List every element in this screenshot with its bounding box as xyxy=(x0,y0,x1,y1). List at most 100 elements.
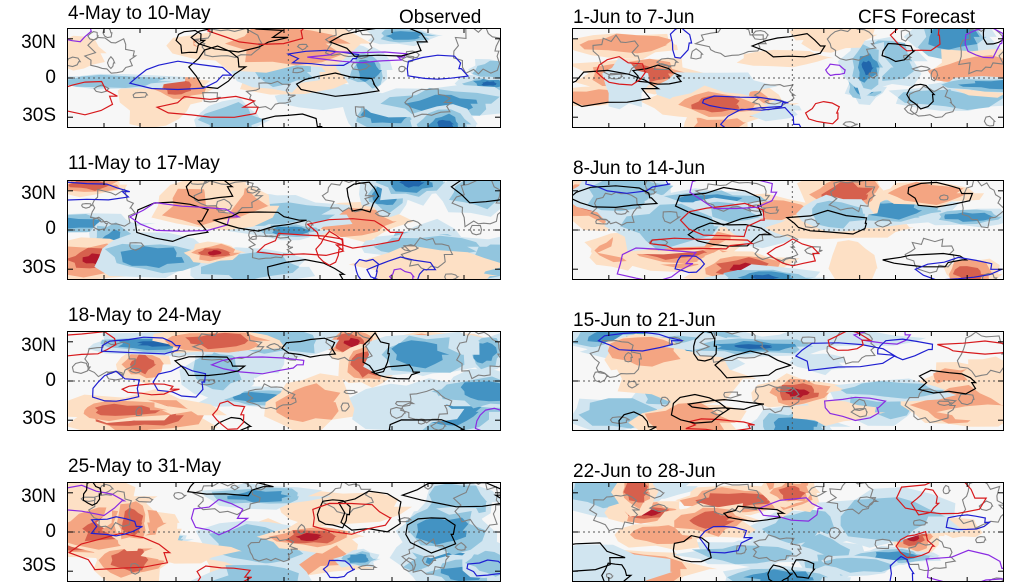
anomaly-contour xyxy=(354,258,380,279)
anomaly-contour xyxy=(895,483,988,515)
anomaly-contour xyxy=(173,355,247,377)
anomaly-contour xyxy=(68,332,117,357)
panel-title: 15-Jun to 21-Jun xyxy=(573,310,716,331)
anomaly-contour xyxy=(90,516,143,537)
map-panel-forecast-2 xyxy=(572,180,1004,280)
anomaly-contour xyxy=(213,416,253,430)
anomaly-contour xyxy=(573,69,661,108)
anomaly-contour xyxy=(196,565,252,581)
anomaly-contour xyxy=(631,64,683,85)
negative-anomaly-area xyxy=(750,274,780,279)
anomaly-contour xyxy=(261,113,323,127)
map-panel-observed-3 xyxy=(67,331,501,431)
anomaly-contour xyxy=(190,29,289,53)
anomaly-contour xyxy=(185,181,234,202)
anomaly-contour xyxy=(824,63,846,77)
anomaly-contour xyxy=(266,258,346,279)
anomaly-contour xyxy=(601,562,633,581)
negative-anomaly-area xyxy=(602,57,651,110)
anomaly-contour xyxy=(573,185,659,209)
positive-anomaly-area xyxy=(94,403,161,416)
anomaly-contour xyxy=(68,532,172,571)
reference-lines xyxy=(68,332,500,430)
anomaly-contour xyxy=(750,32,826,58)
anomaly-map-graphic xyxy=(573,29,1003,127)
anomaly-contour xyxy=(766,238,821,267)
negative-anomaly-area xyxy=(437,119,455,127)
lat-label-30s: 30S xyxy=(22,257,56,278)
anomaly-contour xyxy=(672,534,712,563)
anomaly-contour xyxy=(211,400,246,430)
negative-anomaly-area xyxy=(481,81,498,86)
negative-anomaly-area xyxy=(272,226,311,235)
negative-anomaly-area xyxy=(773,417,819,430)
anomaly-map-graphic xyxy=(68,181,500,279)
lat-label-30n: 30N xyxy=(21,335,56,356)
anomaly-contour xyxy=(595,55,647,86)
anomaly-contour xyxy=(674,186,763,226)
anomaly-contour xyxy=(68,29,92,43)
anomaly-contour xyxy=(757,497,823,522)
negative-anomaly-area xyxy=(346,553,369,563)
positive-anomaly-area xyxy=(163,80,192,95)
lat-label-30s: 30S xyxy=(22,555,56,576)
axis-ticks xyxy=(68,332,500,430)
anomaly-contour xyxy=(585,181,671,194)
anomaly-contour xyxy=(100,336,181,355)
anomaly-contour xyxy=(689,181,778,210)
positive-anomaly-area xyxy=(623,483,649,503)
anomaly-map-graphic xyxy=(573,332,1003,430)
anomaly-contour xyxy=(337,490,402,533)
anomaly-contour xyxy=(450,181,500,204)
reference-lines xyxy=(573,332,1003,430)
negative-anomaly-area xyxy=(573,544,673,581)
anomaly-contour xyxy=(714,350,792,379)
positive-anomaly-area xyxy=(110,546,149,573)
lat-label-0: 0 xyxy=(45,218,56,239)
anomaly-contour xyxy=(68,181,130,201)
anomaly-contour xyxy=(328,29,429,57)
coastline xyxy=(588,483,1003,581)
anomaly-contour xyxy=(388,268,415,279)
anomaly-contour xyxy=(68,80,118,116)
anomaly-contour xyxy=(366,256,437,279)
anomaly-contour xyxy=(794,342,898,372)
anomaly-contour xyxy=(917,369,978,395)
positive-anomaly-area xyxy=(607,336,681,367)
axis-ticks xyxy=(68,181,500,279)
anomaly-contour xyxy=(362,332,391,375)
anomaly-map-graphic xyxy=(573,181,1003,279)
anomaly-contour xyxy=(669,29,693,59)
anomaly-contour xyxy=(312,502,392,535)
anomaly-contour xyxy=(895,530,936,558)
anomaly-contour xyxy=(687,222,773,247)
map-panel-observed-2 xyxy=(67,180,501,280)
anomaly-contour xyxy=(670,393,732,424)
map-panel-observed-4 xyxy=(67,482,501,582)
coastline xyxy=(68,29,500,118)
positive-anomaly-area xyxy=(130,354,157,375)
anomaly-contour xyxy=(206,29,304,46)
positive-anomaly-area xyxy=(695,493,772,509)
panel-title: 18-May to 24-May xyxy=(68,305,222,326)
positive-anomaly-area xyxy=(161,188,269,226)
anomaly-contour xyxy=(937,340,1003,355)
axis-ticks xyxy=(573,29,1003,127)
lat-label-30n: 30N xyxy=(21,183,56,204)
anomaly-contour xyxy=(120,383,180,396)
negative-anomaly-area xyxy=(120,246,185,268)
forecast-header: CFS Forecast xyxy=(858,7,976,28)
anomaly-contour xyxy=(616,247,698,279)
anomaly-contour xyxy=(686,398,765,411)
anomaly-map-graphic xyxy=(68,483,500,581)
anomaly-contour xyxy=(914,256,1003,279)
anomaly-contour xyxy=(474,407,500,430)
reference-lines xyxy=(68,483,500,581)
lat-label-30n: 30N xyxy=(21,32,56,53)
negative-anomaly-area xyxy=(465,550,500,577)
anomaly-contour xyxy=(388,419,466,430)
anomaly-contour xyxy=(187,45,248,90)
lat-label-30s: 30S xyxy=(22,105,56,126)
anomaly-contour xyxy=(906,83,936,110)
observed-header: Observed xyxy=(399,7,482,28)
